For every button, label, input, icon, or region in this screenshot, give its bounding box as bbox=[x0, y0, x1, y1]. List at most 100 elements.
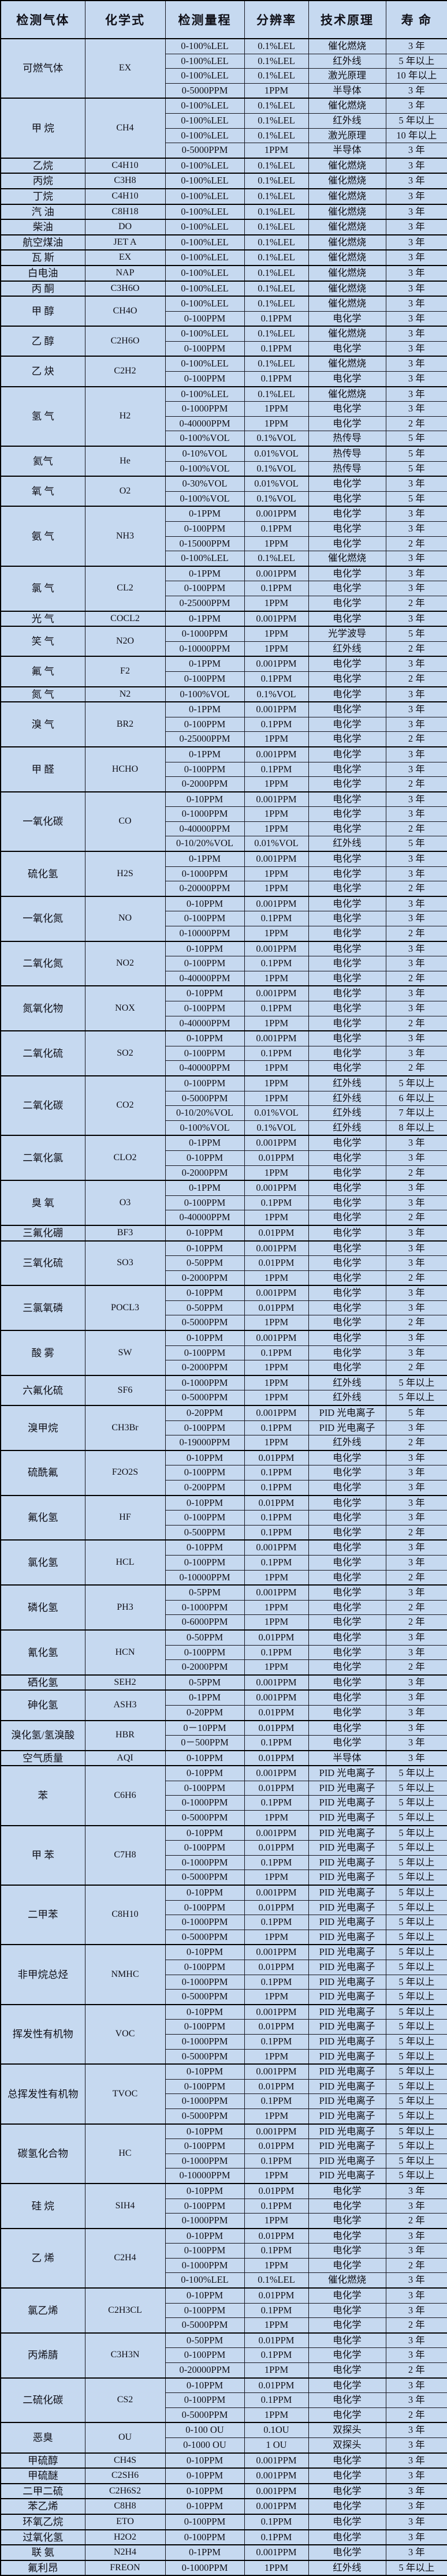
resolution-cell: 0.1PPM bbox=[244, 1510, 309, 1526]
gas-name-cell: 二甲苯 bbox=[0, 1885, 85, 1945]
resolution-cell: 0.01PPM bbox=[244, 1704, 309, 1721]
gas-name-cell: 一氧化氮 bbox=[0, 895, 85, 942]
gas-name-cell: 二硫化碳 bbox=[0, 2377, 85, 2423]
lifespan-cell: 3 年 bbox=[385, 280, 447, 297]
lifespan-cell: 3 年 bbox=[385, 791, 447, 807]
resolution-cell: 0.001PPM bbox=[244, 851, 309, 867]
range-cell: 0-2000PPM bbox=[165, 776, 245, 792]
resolution-cell: 0.01PPM bbox=[244, 1449, 309, 1466]
range-cell: 0-50PPM bbox=[165, 1629, 245, 1646]
range-cell: 0-100PPM bbox=[165, 1840, 245, 1856]
range-cell: 0-1000PPM bbox=[165, 866, 245, 882]
lifespan-cell: 3 年 bbox=[385, 1674, 447, 1691]
resolution-cell: 0.1PPM bbox=[244, 2302, 309, 2319]
lifespan-cell: 3 年 bbox=[385, 851, 447, 867]
range-cell: 0-2000PPM bbox=[165, 1165, 245, 1181]
range-cell: 0-100PPM bbox=[165, 341, 245, 357]
table-row: 空气质量 AQI 0-10PPM 0.01PPM 半导体 3 年 bbox=[0, 1749, 447, 1766]
table-row: 甲硫醚 C2SH6 0-10PPM 0.001PPM 电化学 3 年 bbox=[0, 2467, 447, 2484]
lifespan-cell: 5 年以上 bbox=[385, 2019, 447, 2035]
range-cell: 0-10PPM bbox=[165, 791, 245, 807]
resolution-cell: 0.1PPM bbox=[244, 521, 309, 537]
range-cell: 0-40000PPM bbox=[165, 1060, 245, 1076]
range-cell: 0-100%LEL bbox=[165, 157, 245, 174]
range-cell: 0-100PPM bbox=[165, 2529, 245, 2545]
range-cell: 0-100%LEL bbox=[165, 296, 245, 312]
lifespan-cell: 5 年以上 bbox=[385, 1960, 447, 1975]
gas-name-cell: 三氧化硫 bbox=[0, 1240, 85, 1286]
table-row: 0-5000PPM 1PPM PID 光电离子 5 年以上 bbox=[1, 1989, 447, 2005]
gas-name-cell: 氮氧化物 bbox=[0, 985, 85, 1031]
formula-cell: HCN bbox=[84, 1629, 166, 1676]
range-cell: 0-100%LEL bbox=[165, 386, 245, 402]
table-row: 挥发性有机物 VOC 0-10PPM 0.001PPM PID 光电离子 5 年以上 bbox=[0, 2003, 447, 2065]
principle-cell: 电化学 bbox=[308, 1674, 386, 1691]
formula-cell: C8H10 bbox=[84, 1885, 166, 1945]
gas-name-cell: 硫化氢 bbox=[0, 851, 85, 897]
table-row: 0-10000PPM 1PPM PID 光电离子 5 年以上 bbox=[1, 2168, 447, 2184]
principle-cell: PID 光电离子 bbox=[308, 1405, 386, 1421]
resolution-cell: 1PPM bbox=[244, 1929, 309, 1945]
table-row: 瓦 斯 EX 0-100%LEL 0.1%LEL 催化燃烧 3 年 bbox=[0, 249, 447, 266]
range-cell: 0-40000PPM bbox=[165, 1015, 245, 1031]
resolution-cell: 0.01PPM bbox=[244, 1150, 309, 1166]
formula-cell: CH3Br bbox=[84, 1405, 166, 1451]
formula-cell: SO2 bbox=[84, 1030, 166, 1076]
lifespan-cell: 5 年以上 bbox=[385, 1810, 447, 1826]
principle-cell: 催化燃烧 bbox=[308, 264, 386, 281]
range-cell: 0-100PPM bbox=[165, 1195, 245, 1211]
range-cell: 0-25000PPM bbox=[165, 731, 245, 747]
table-row: 0-19000PPM 1PPM 红外线 2 年 bbox=[1, 1435, 447, 1451]
range-cell: 0-10PPM bbox=[165, 1224, 245, 1241]
gas-name-cell: 白电油 bbox=[0, 264, 85, 281]
lifespan-cell: 3 年 bbox=[385, 1180, 447, 1196]
resolution-cell: 0.01PPM bbox=[244, 1960, 309, 1975]
lifespan-cell: 3 年 bbox=[385, 2498, 447, 2515]
lifespan-cell: 3 年 bbox=[385, 716, 447, 732]
gas-name-cell: 磷化氢 bbox=[0, 1584, 85, 1631]
formula-cell: F2O2S bbox=[84, 1449, 166, 1496]
resolution-cell: 0.001PPM bbox=[244, 2063, 309, 2080]
lifespan-cell: 3 年 bbox=[385, 1285, 447, 1301]
gas-name-cell: 氮 气 bbox=[0, 686, 85, 702]
lifespan-cell: 3 年 bbox=[385, 1135, 447, 1151]
lifespan-cell: 2 年 bbox=[385, 776, 447, 792]
gas-name-cell: 臭 氧 bbox=[0, 1180, 85, 1226]
table-row: 氰化氢 HCN 0-50PPM 0.01PPM 电化学 3 年 bbox=[0, 1629, 447, 1676]
table-row: 氟化氢 HF 0-10PPM 0.01PPM 电化学 3 年 bbox=[0, 1494, 447, 1541]
lifespan-cell: 6 年以上 bbox=[385, 1090, 447, 1106]
resolution-cell: 0.1PPM bbox=[244, 2392, 309, 2408]
formula-cell: C4H10 bbox=[84, 157, 166, 174]
principle-cell: 电化学 bbox=[308, 1150, 386, 1166]
resolution-cell: 1PPM bbox=[244, 2559, 309, 2576]
principle-cell: PID 光电离子 bbox=[308, 2168, 386, 2184]
range-cell: 0-200PPM bbox=[165, 1479, 245, 1496]
table-row: 乙 烯 C2H4 0-10PPM 0.01PPM 电化学 3 年 bbox=[0, 2227, 447, 2289]
range-cell: 0-5000PPM bbox=[165, 1090, 245, 1106]
table-row: 乙 醇 C2H6O 0-100%LEL 0.1%LEL 催化燃烧 3 年 bbox=[0, 326, 447, 357]
principle-cell: 电化学 bbox=[308, 2544, 386, 2561]
lifespan-cell: 2 年 bbox=[385, 1165, 447, 1181]
resolution-cell: 0.1PPM bbox=[244, 1345, 309, 1361]
table-row: 0-20PPM 0.01PPM 电化学 3 年 bbox=[1, 1704, 447, 1721]
gas-name-cell: 柴油 bbox=[0, 219, 85, 235]
principle-cell: 电化学 bbox=[308, 2498, 386, 2515]
range-cell: 0－10PPM bbox=[165, 1719, 245, 1736]
table-row: 溴甲烷 CH3Br 0-20PPM 0.001PPM PID 光电离子 5 年 bbox=[0, 1405, 447, 1451]
resolution-cell: 1PPM bbox=[244, 1374, 309, 1391]
principle-cell: 电化学 bbox=[308, 2302, 386, 2319]
table-row: 0-1000PPM 0.1PPM PID 光电离子 5 年以上 bbox=[1, 2093, 447, 2109]
table-row: 0-5000PPM 1PPM 电化学 2 年 bbox=[1, 2407, 447, 2423]
resolution-cell: 0.001PPM bbox=[244, 746, 309, 762]
range-cell: 0-10PPM bbox=[165, 2287, 245, 2304]
lifespan-cell: 5 年以上 bbox=[385, 2153, 447, 2169]
principle-cell: 电化学 bbox=[308, 2287, 386, 2304]
table-row: 0-1000PPM 1PPM 电化学 3 年 bbox=[1, 806, 447, 822]
formula-cell: C8H18 bbox=[84, 203, 166, 220]
range-cell: 0-1000PPM bbox=[165, 1795, 245, 1811]
formula-cell: CS2 bbox=[84, 2377, 166, 2423]
principle-cell: 双探头 bbox=[308, 2437, 386, 2454]
table-row: 酸 雾 SW 0-10PPM 0.001PPM 电化学 3 年 bbox=[0, 1330, 447, 1376]
principle-cell: PID 光电离子 bbox=[308, 1824, 386, 1841]
lifespan-cell: 3 年 bbox=[385, 551, 447, 567]
